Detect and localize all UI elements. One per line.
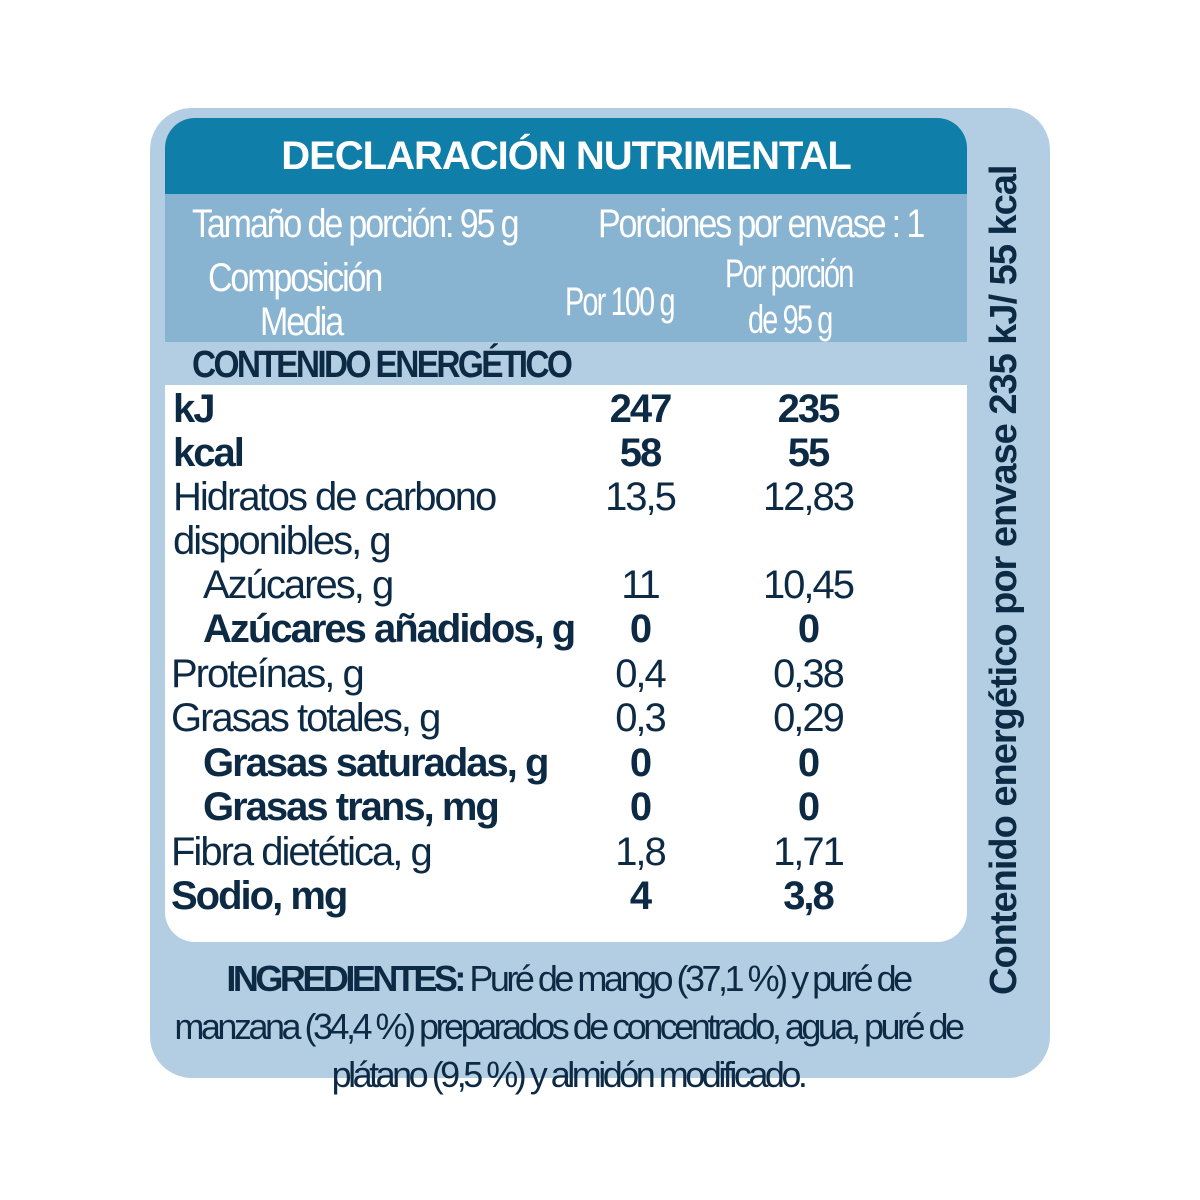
- value-per100: 0: [629, 741, 652, 785]
- serving-band: Tamaño de porción: 95 g Porciones por en…: [165, 194, 967, 344]
- title-bar: DECLARACIÓN NUTRIMENTAL: [165, 118, 967, 194]
- table-row: kJ 247 235: [165, 387, 967, 431]
- row-label: kJ: [173, 387, 215, 431]
- table-row: Grasas saturadas, g 0 0: [165, 741, 967, 785]
- servings-per-container: Porciones por envase : 1: [598, 202, 925, 246]
- value-per100: 1,8: [615, 830, 667, 874]
- table-row: disponibles, g: [165, 519, 967, 563]
- value-portion: 0,29: [773, 696, 845, 740]
- value-per100: 13,5: [605, 475, 677, 519]
- value-per100: 247: [609, 387, 673, 431]
- value-portion: 1,71: [773, 830, 845, 874]
- value-per100: 0: [629, 607, 652, 651]
- row-label: kcal: [173, 431, 245, 475]
- value-per100: 0,3: [615, 696, 667, 740]
- row-label: Grasas totales, g: [171, 696, 441, 740]
- table-row: Azúcares añadidos, g 0 0: [165, 607, 967, 651]
- table-row: Grasas totales, g 0,3 0,29: [165, 696, 967, 740]
- nutrition-table: kJ 247 235 kcal 58 55 Hidratos de carbono 13,…: [165, 385, 967, 942]
- row-label: Grasas trans, mg: [203, 785, 500, 829]
- row-label: Grasas saturadas, g: [203, 741, 549, 785]
- row-label: disponibles, g: [173, 519, 392, 563]
- table-row: Grasas trans, mg 0 0: [165, 785, 967, 829]
- value-per100: 4: [629, 874, 652, 918]
- column-header-portion: Por porción: [725, 252, 854, 296]
- ingredients-label: INGREDIENTES:: [226, 958, 466, 999]
- value-per100: 0,4: [615, 652, 667, 696]
- column-header-composition: Composición: [208, 256, 383, 300]
- row-label: Azúcares añadidos, g: [203, 607, 576, 651]
- value-per100: 11: [621, 563, 661, 607]
- table-row: Proteínas, g 0,4 0,38: [165, 652, 967, 696]
- row-label: Hidratos de carbono: [173, 475, 497, 519]
- serving-size: Tamaño de porción: 95 g: [192, 202, 520, 246]
- value-portion: 3,8: [783, 874, 835, 918]
- row-label: Sodio, mg: [171, 874, 348, 918]
- value-portion: 55: [787, 431, 831, 475]
- table-row: Azúcares, g 11 10,45: [165, 563, 967, 607]
- value-per100: 0: [629, 785, 652, 829]
- ingredients-text: Puré de mango (37,1 %) y puré de manzana…: [174, 958, 965, 1095]
- row-label: Azúcares, g: [203, 563, 394, 607]
- column-header-portion-2: de 95 g: [748, 298, 833, 342]
- table-row: kcal 58 55: [165, 431, 967, 475]
- table-row: Hidratos de carbono 13,5 12,83: [165, 475, 967, 519]
- value-portion: 0: [797, 741, 820, 785]
- ingredients: INGREDIENTES: Puré de mango (37,1 %) y p…: [163, 955, 973, 1099]
- energy-per-container-side-text: Contenido energético por envase 235 kJ/ …: [983, 165, 1025, 995]
- value-portion: 12,83: [762, 475, 855, 519]
- table-row: Sodio, mg 4 3,8: [165, 874, 967, 918]
- energy-heading: CONTENIDO ENERGÉTICO: [192, 344, 573, 386]
- label-title: DECLARACIÓN NUTRIMENTAL: [281, 134, 852, 178]
- row-label: Fibra dietética, g: [171, 830, 433, 874]
- value-portion: 235: [777, 387, 841, 431]
- row-label: Proteínas, g: [171, 652, 365, 696]
- column-header-per100: Por 100 g: [565, 280, 675, 324]
- value-per100: 58: [619, 431, 663, 475]
- table-row: Fibra dietética, g 1,8 1,71: [165, 830, 967, 874]
- value-portion: 0,38: [773, 652, 845, 696]
- column-header-composition-2: Media: [260, 300, 344, 344]
- value-portion: 10,45: [762, 563, 855, 607]
- value-portion: 0: [797, 607, 820, 651]
- value-portion: 0: [797, 785, 820, 829]
